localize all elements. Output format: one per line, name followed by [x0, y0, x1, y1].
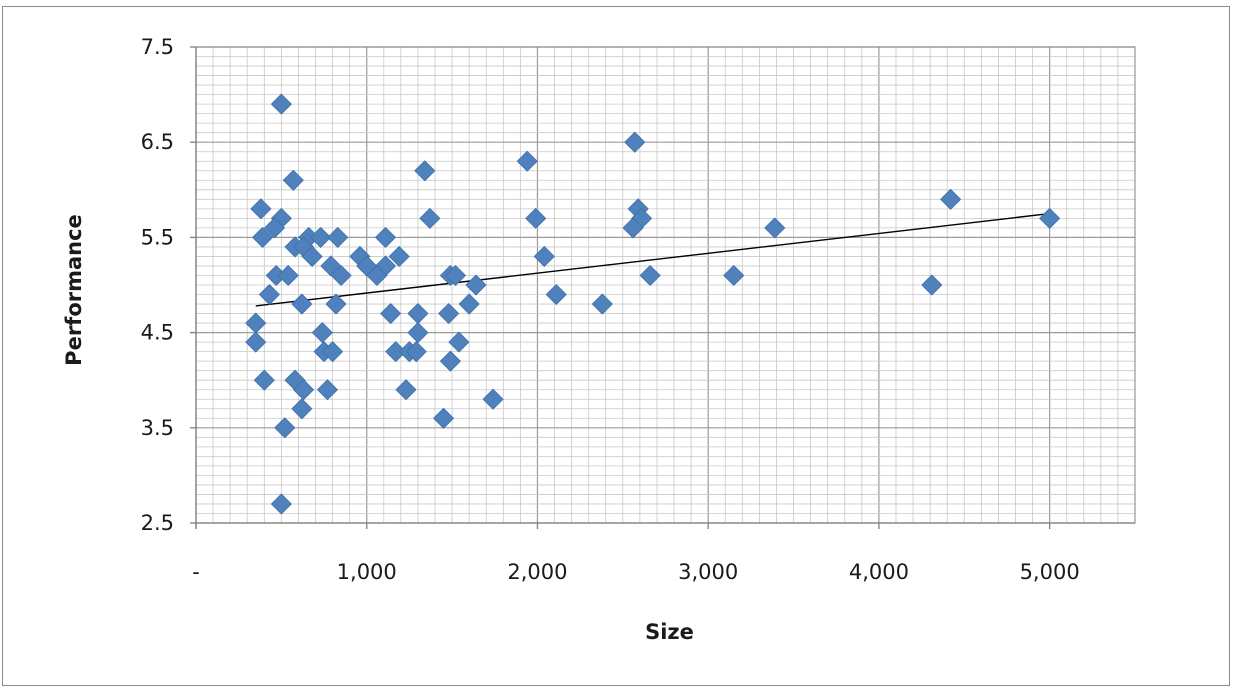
- data-point: [438, 302, 460, 325]
- scatter-chart: 2.5 3.5 4.5 5.5 6.5 7.5 - 1,000 2,000 3,000 4,000…: [62, 35, 1136, 644]
- x-tick-label: 2,000: [507, 560, 567, 584]
- data-point: [310, 226, 332, 248]
- data-point: [525, 207, 547, 229]
- data-point: [258, 283, 280, 306]
- data-point: [639, 264, 661, 287]
- data-point: [291, 398, 313, 420]
- data-points: [245, 93, 1061, 515]
- y-tick-label: 3.5: [141, 416, 174, 440]
- data-point: [516, 150, 538, 172]
- data-point: [380, 302, 402, 325]
- data-point: [591, 293, 613, 315]
- data-point: [327, 226, 349, 248]
- data-point: [482, 388, 504, 410]
- data-point: [414, 160, 436, 182]
- data-point: [252, 226, 274, 248]
- data-point: [448, 331, 470, 353]
- data-point: [316, 379, 339, 401]
- x-tick-label: 3,000: [678, 560, 738, 584]
- data-point: [245, 331, 267, 353]
- chart-frame: 2.5 3.5 4.5 5.5 6.5 7.5 - 1,000 2,000 3,000 4,000…: [2, 6, 1230, 686]
- data-point: [419, 207, 441, 229]
- grid-lines: [195, 46, 1136, 524]
- data-point: [388, 245, 410, 268]
- data-point: [407, 302, 429, 325]
- y-tick-label: 6.5: [141, 130, 174, 154]
- data-point: [465, 274, 487, 296]
- data-point: [432, 407, 455, 429]
- x-tick-label: -: [192, 560, 200, 584]
- data-point: [533, 245, 555, 268]
- data-point: [270, 93, 292, 115]
- trendline: [255, 212, 1050, 307]
- y-tick-label: 2.5: [141, 511, 174, 535]
- data-point: [245, 312, 267, 334]
- y-tick-label: 7.5: [141, 35, 174, 59]
- x-tick-label: 1,000: [337, 560, 397, 584]
- data-point: [277, 264, 299, 287]
- data-point: [301, 245, 323, 268]
- x-tick-label: 4,000: [849, 560, 909, 584]
- data-point: [311, 322, 333, 344]
- data-point: [374, 226, 397, 248]
- data-point: [253, 369, 275, 391]
- y-tick-label: 4.5: [141, 321, 174, 345]
- data-point: [444, 264, 467, 287]
- data-point: [622, 217, 644, 239]
- axes: [190, 46, 1135, 529]
- data-point: [405, 341, 427, 363]
- data-point: [407, 322, 429, 344]
- data-point: [395, 379, 417, 401]
- data-point: [282, 169, 304, 191]
- y-tick-label: 5.5: [141, 225, 174, 249]
- data-point: [366, 264, 388, 287]
- data-point: [439, 350, 461, 372]
- data-point: [325, 293, 347, 315]
- data-point: [263, 217, 286, 239]
- data-point: [458, 293, 480, 315]
- data-point: [1039, 207, 1061, 229]
- y-axis-ticks: 2.5 3.5 4.5 5.5 6.5 7.5: [141, 35, 174, 535]
- x-axis-ticks: - 1,000 2,000 3,000 4,000 5,000: [192, 560, 1079, 584]
- data-point: [270, 493, 292, 515]
- x-axis-title: Size: [645, 620, 694, 644]
- data-point: [250, 198, 272, 220]
- data-point: [330, 264, 352, 287]
- data-point: [292, 379, 315, 401]
- data-point: [322, 341, 344, 363]
- y-axis-title: Performance: [62, 214, 86, 366]
- data-point: [624, 131, 646, 153]
- data-point: [291, 293, 313, 315]
- data-point: [764, 217, 786, 239]
- data-point: [274, 417, 296, 439]
- data-point: [545, 283, 567, 306]
- data-point: [723, 264, 745, 287]
- data-point: [940, 188, 962, 210]
- x-tick-label: 5,000: [1020, 560, 1080, 584]
- data-point: [921, 274, 943, 296]
